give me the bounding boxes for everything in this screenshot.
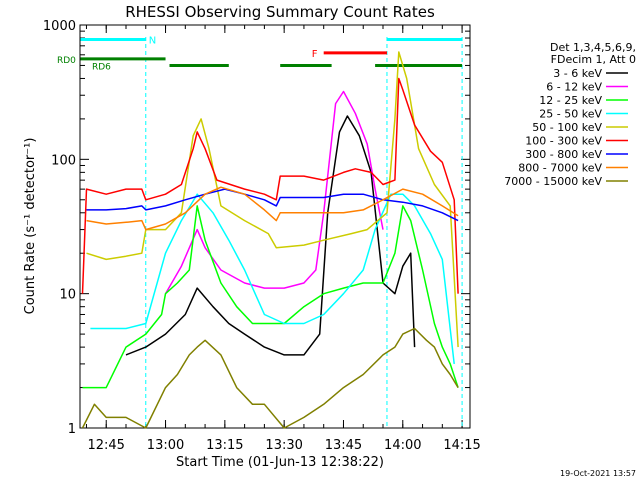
night-label: N — [149, 35, 156, 46]
legend-label-3: 25 - 50 keV — [539, 108, 602, 121]
series-line-7 — [86, 186, 459, 231]
series-lines — [81, 51, 459, 429]
legend-label-6: 300 - 800 keV — [525, 148, 602, 161]
x-tick-label-6: 14:15 — [443, 438, 480, 453]
y-tick-label-2: 100 — [51, 153, 76, 168]
y-tick-label-1: 10 — [59, 288, 76, 303]
plot-area: N F RD0 RD6 — [57, 24, 471, 429]
y-tick-labels: 1 10 100 1000 — [43, 19, 76, 437]
x-tick-labels: 12:45 13:00 13:15 13:30 13:45 14:00 14:15 — [87, 438, 480, 453]
series-line-3 — [90, 193, 455, 364]
legend-label-5: 100 - 300 keV — [525, 135, 602, 148]
x-tick-label-1: 13:00 — [147, 438, 184, 453]
rd0-label: RD0 — [57, 56, 76, 66]
legend-label-0: 3 - 6 keV — [553, 67, 602, 80]
legend-label-1: 6 - 12 keV — [546, 81, 602, 94]
y-axis-label: Count Rate (s⁻¹ detector⁻¹) — [23, 138, 38, 315]
x-tick-label-4: 13:45 — [325, 438, 362, 453]
legend-label-4: 50 - 100 keV — [532, 121, 602, 134]
flare-label: F — [312, 49, 318, 60]
series-line-6 — [86, 188, 459, 222]
legend-label-8: 7000 - 15000 keV — [504, 175, 602, 188]
axis-ticks — [80, 24, 470, 429]
x-tick-label-0: 12:45 — [87, 438, 124, 453]
plot-frame — [79, 24, 471, 429]
footer-timestamp: 19-Oct-2021 13:57 — [560, 469, 636, 478]
y-tick-label-3: 1000 — [43, 19, 76, 34]
x-tick-label-2: 13:15 — [206, 438, 243, 453]
y-tick-label-0: 1 — [68, 422, 76, 437]
series-line-5 — [81, 77, 459, 294]
series-line-4 — [86, 51, 459, 348]
legend-label-7: 800 - 7000 keV — [518, 162, 602, 175]
x-tick-label-5: 14:00 — [384, 438, 421, 453]
rd6-label: RD6 — [92, 62, 111, 72]
status-bars: N F RD0 RD6 — [57, 35, 463, 428]
x-tick-label-3: 13:30 — [265, 438, 302, 453]
series-line-8 — [81, 327, 459, 429]
legend-header-1: FDecim 1, Att 0 — [551, 53, 636, 66]
legend-label-2: 12 - 25 keV — [539, 94, 602, 107]
legend-header-0: Det 1,3,4,5,6,9, — [550, 41, 636, 54]
x-axis-label: Start Time (01-Jun-13 12:38:22) — [176, 455, 384, 470]
series-line-2 — [82, 205, 459, 389]
chart-title: RHESSI Observing Summary Count Rates — [125, 3, 435, 21]
series-line-0 — [125, 115, 416, 356]
legend: Det 1,3,4,5,6,9,FDecim 1, Att 03 - 6 keV… — [504, 41, 636, 188]
series-line-1 — [164, 90, 384, 295]
